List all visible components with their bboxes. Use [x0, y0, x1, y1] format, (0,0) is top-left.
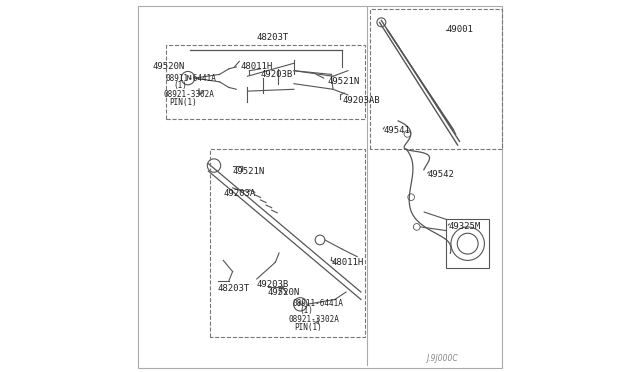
Text: 48203T: 48203T — [257, 33, 289, 42]
Text: 49203B: 49203B — [260, 70, 292, 79]
Bar — [447, 219, 489, 268]
Text: 08911-6441A: 08911-6441A — [166, 74, 216, 83]
Text: 49203AB: 49203AB — [342, 96, 380, 105]
Text: 49001: 49001 — [447, 25, 474, 34]
Text: 49521N: 49521N — [328, 77, 360, 86]
Text: 49203A: 49203A — [223, 189, 255, 198]
Text: N: N — [298, 301, 303, 307]
Text: 08911-6441A: 08911-6441A — [292, 299, 343, 308]
Text: 48203T: 48203T — [218, 284, 250, 293]
Text: (1): (1) — [173, 81, 187, 90]
Text: 49520N: 49520N — [268, 288, 300, 296]
Text: 49325M: 49325M — [449, 222, 481, 231]
Text: 08921-3302A: 08921-3302A — [164, 90, 214, 99]
Text: 49542: 49542 — [428, 170, 455, 179]
Text: J.9J000C: J.9J000C — [426, 354, 458, 363]
Text: PIN(1): PIN(1) — [294, 323, 323, 332]
Text: PIN(1): PIN(1) — [170, 98, 197, 107]
Text: 48011H: 48011H — [331, 258, 364, 267]
Text: 08921-3302A: 08921-3302A — [289, 315, 339, 324]
Text: 49521N: 49521N — [232, 167, 265, 176]
Text: 49520N: 49520N — [152, 62, 185, 71]
Text: 49203B: 49203B — [257, 280, 289, 289]
Text: N: N — [185, 75, 191, 81]
Text: (1): (1) — [300, 306, 314, 315]
Text: 49541: 49541 — [383, 126, 410, 135]
Text: 48011H: 48011H — [240, 62, 272, 71]
